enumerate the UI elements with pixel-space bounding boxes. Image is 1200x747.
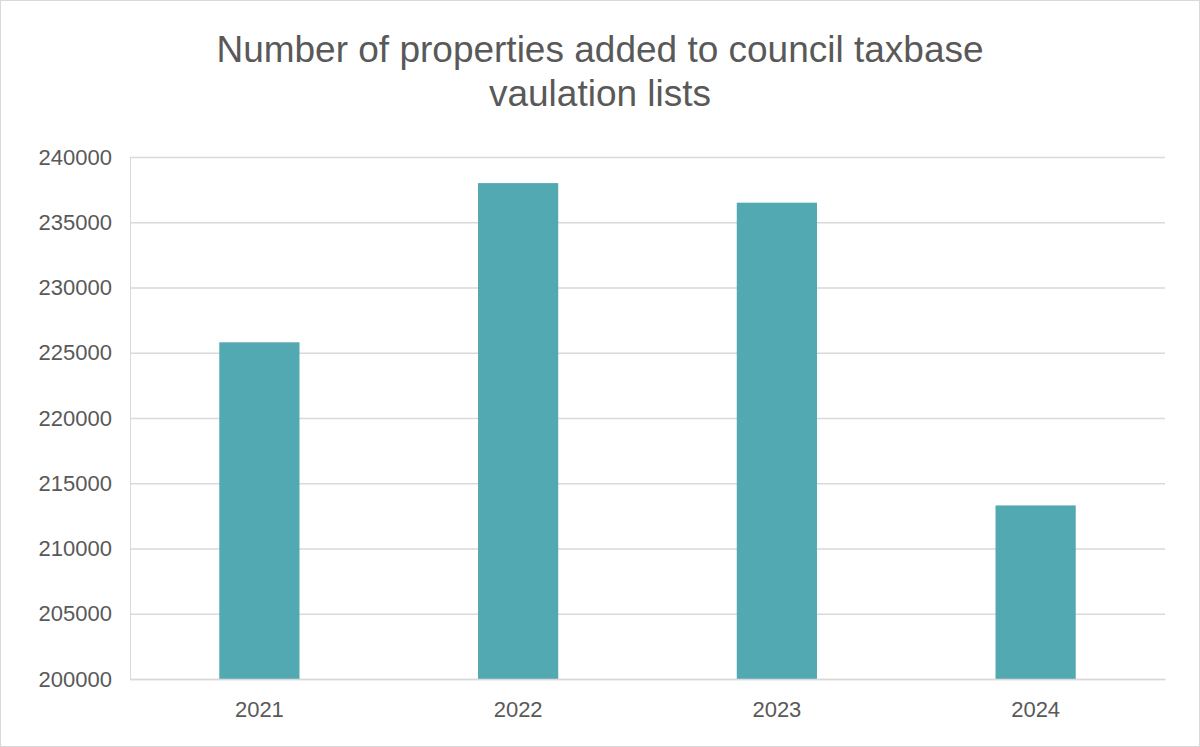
y-tick: 225000 (39, 340, 1165, 365)
y-tick-label: 225000 (39, 340, 112, 365)
y-tick: 235000 (39, 210, 1165, 235)
chart: 200000 205000 210000 215000 220000 225000 2300… (0, 0, 1200, 747)
y-tick: 220000 (39, 406, 1165, 431)
y-axis: 200000 205000 210000 215000 220000 225000 2300… (39, 145, 1165, 692)
x-tick-label: 2021 (235, 697, 284, 722)
y-tick: 215000 (39, 471, 1165, 496)
bar (219, 342, 299, 679)
y-tick-label: 240000 (39, 145, 112, 170)
x-axis-line (131, 679, 1166, 680)
y-tick-label: 220000 (39, 406, 112, 431)
x-tick: 2023 (752, 679, 801, 722)
x-tick-label: 2023 (752, 697, 801, 722)
x-tick: 2021 (235, 679, 284, 722)
y-tick-label: 230000 (39, 275, 112, 300)
y-tick: 230000 (39, 275, 1165, 300)
y-tick: 240000 (39, 145, 1165, 170)
grid-line (130, 679, 1165, 680)
chart-frame (1, 1, 1200, 747)
plot-area: 200000 205000 210000 215000 220000 225000 2300… (39, 145, 1166, 722)
x-tick-label: 2024 (1011, 697, 1060, 722)
y-tick-label: 210000 (39, 536, 112, 561)
x-tick: 2022 (494, 679, 543, 722)
bar (478, 183, 558, 679)
bars (219, 183, 1075, 679)
bar (737, 203, 817, 679)
y-axis-line (131, 158, 1166, 680)
title: Number of properties added to council ta… (216, 29, 983, 114)
x-axis: 2021 2022 2023 2024 (131, 679, 1166, 722)
grid-line (130, 222, 1165, 223)
grid-line (130, 287, 1165, 288)
y-tick-label: 200000 (39, 667, 112, 692)
y-tick-label: 215000 (39, 471, 112, 496)
grid-line (130, 157, 1165, 158)
x-tick-label: 2022 (494, 697, 543, 722)
x-tick: 2024 (1011, 679, 1060, 722)
y-tick-label: 235000 (39, 210, 112, 235)
bar (996, 505, 1076, 679)
y-tick-label: 205000 (39, 601, 112, 626)
